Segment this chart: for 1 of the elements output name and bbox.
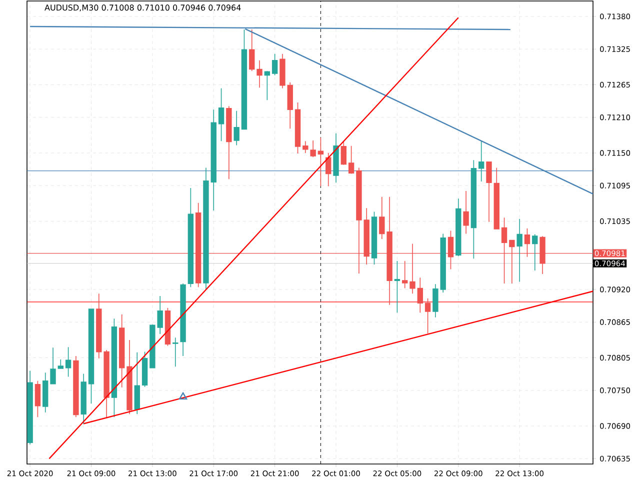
chart-title: AUDUSD,M30 0.71008 0.71010 0.70946 0.70964 (44, 4, 241, 12)
